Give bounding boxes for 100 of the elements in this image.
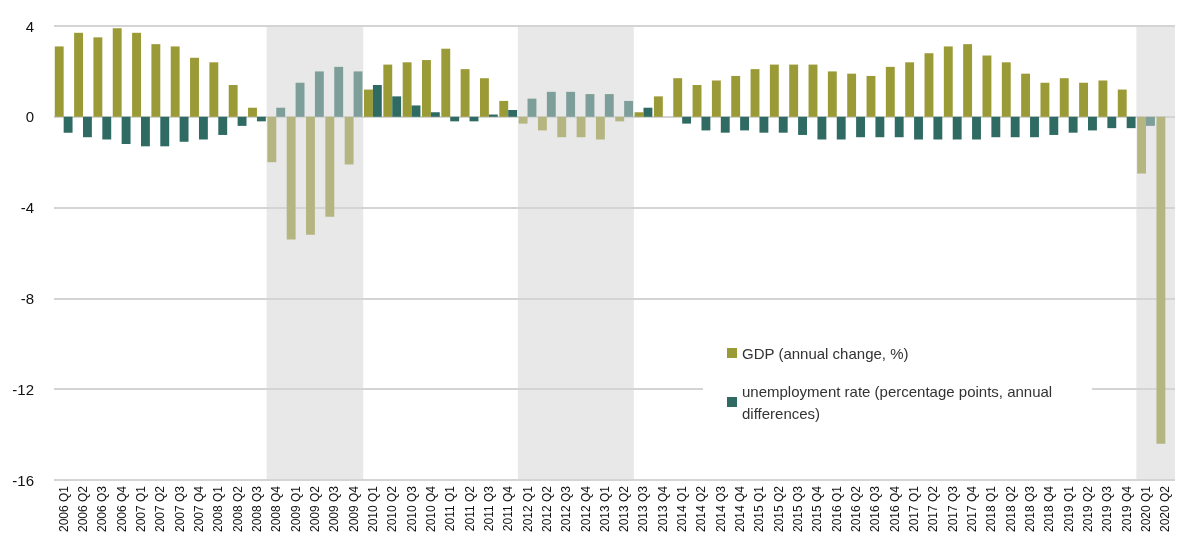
bar bbox=[170, 46, 180, 117]
bar bbox=[179, 116, 189, 142]
x-tick-label: 2006 Q4 bbox=[114, 485, 129, 533]
bar bbox=[276, 107, 286, 117]
y-tick-label: -4 bbox=[20, 199, 34, 217]
bar bbox=[847, 73, 857, 117]
x-tick-label: 2016 Q3 bbox=[868, 485, 883, 533]
bar bbox=[209, 62, 219, 117]
bar bbox=[411, 105, 421, 117]
bar bbox=[778, 116, 788, 133]
bar bbox=[798, 116, 807, 135]
x-tick-label: 2009 Q4 bbox=[346, 485, 361, 533]
x-tick-label: 2017 Q4 bbox=[965, 485, 980, 533]
bar bbox=[566, 91, 576, 117]
x-tick-label: 2011 Q1 bbox=[443, 485, 458, 532]
bar bbox=[267, 116, 277, 163]
x-tick-label: 2010 Q2 bbox=[385, 485, 400, 533]
bar bbox=[1040, 82, 1050, 117]
bar bbox=[237, 116, 247, 126]
bar bbox=[808, 64, 818, 117]
x-tick-label: 2006 Q3 bbox=[95, 485, 110, 533]
legend-label: unemployment rate (percentage points, annual differences) bbox=[742, 382, 1057, 422]
bar bbox=[314, 71, 324, 117]
x-tick-label: 2014 Q2 bbox=[694, 485, 709, 533]
bar bbox=[93, 37, 103, 117]
bar bbox=[353, 71, 363, 117]
y-tick-label: 4 bbox=[25, 17, 34, 35]
bar bbox=[102, 116, 112, 140]
bar bbox=[546, 91, 556, 117]
bar bbox=[731, 75, 741, 117]
bar bbox=[537, 116, 547, 131]
bar bbox=[151, 44, 161, 117]
bar bbox=[295, 82, 305, 117]
x-tick-label: 2010 Q1 bbox=[365, 485, 380, 533]
x-tick-label: 2015 Q2 bbox=[771, 485, 786, 533]
x-tick-label: 2013 Q4 bbox=[655, 485, 670, 533]
bar bbox=[653, 96, 663, 117]
bar bbox=[1117, 89, 1127, 117]
x-tick-label: 2018 Q2 bbox=[1003, 485, 1018, 533]
bar bbox=[228, 85, 238, 117]
bar bbox=[1049, 116, 1059, 135]
x-tick-label: 2016 Q1 bbox=[829, 485, 844, 533]
bar bbox=[430, 112, 440, 117]
x-tick-label: 2010 Q3 bbox=[404, 485, 419, 533]
x-tick-label: 2014 Q4 bbox=[733, 485, 748, 533]
bar bbox=[286, 116, 296, 240]
bar bbox=[82, 116, 92, 138]
y-tick-label: -8 bbox=[20, 289, 34, 307]
x-tick-label: 2007 Q2 bbox=[153, 485, 168, 533]
bar bbox=[1146, 116, 1155, 126]
bar bbox=[615, 116, 625, 122]
x-tick-label: 2012 Q3 bbox=[559, 485, 574, 533]
bar bbox=[933, 116, 943, 140]
bar bbox=[383, 64, 393, 117]
bar bbox=[1126, 116, 1136, 129]
bar bbox=[54, 46, 64, 117]
x-tick-label: 2019 Q3 bbox=[1100, 485, 1115, 533]
bar bbox=[1001, 62, 1011, 117]
bar bbox=[508, 109, 518, 117]
bar bbox=[894, 116, 904, 138]
bar bbox=[905, 62, 915, 117]
bar bbox=[488, 114, 498, 117]
x-tick-label: 2009 Q1 bbox=[288, 485, 303, 533]
x-tick-label: 2007 Q3 bbox=[172, 485, 187, 533]
x-tick-label: 2015 Q4 bbox=[810, 485, 825, 533]
bar bbox=[518, 116, 528, 124]
bar bbox=[140, 116, 150, 147]
x-tick-label: 2013 Q3 bbox=[636, 485, 651, 533]
bar bbox=[634, 112, 644, 117]
bar bbox=[1137, 116, 1147, 174]
bar bbox=[924, 53, 934, 117]
bar bbox=[750, 69, 760, 117]
bar bbox=[856, 116, 865, 138]
bar bbox=[450, 116, 460, 122]
bar bbox=[1079, 82, 1089, 117]
bar bbox=[643, 107, 653, 117]
bar bbox=[325, 116, 335, 217]
x-tick-label: 2011 Q4 bbox=[501, 485, 516, 532]
bar bbox=[991, 116, 1001, 138]
x-tick-label: 2015 Q1 bbox=[752, 485, 767, 533]
bar bbox=[576, 116, 586, 138]
x-tick-label: 2013 Q1 bbox=[597, 485, 612, 533]
y-tick-label: 0 bbox=[25, 108, 34, 126]
bar bbox=[1030, 116, 1039, 138]
x-tick-label: 2017 Q1 bbox=[907, 485, 922, 533]
x-tick-label: 2007 Q4 bbox=[191, 485, 206, 533]
x-tick-label: 2017 Q3 bbox=[945, 485, 960, 533]
bar bbox=[460, 69, 470, 117]
bar bbox=[372, 85, 382, 117]
bar bbox=[836, 116, 846, 140]
bar bbox=[1059, 78, 1069, 117]
x-tick-label: 2012 Q2 bbox=[539, 485, 554, 533]
x-tick-label: 2018 Q4 bbox=[1042, 485, 1057, 533]
bar bbox=[769, 64, 779, 117]
bar bbox=[248, 107, 257, 117]
bar bbox=[585, 94, 595, 117]
bar bbox=[711, 80, 721, 117]
legend-label: GDP (annual change, %) bbox=[742, 344, 909, 362]
bar bbox=[720, 116, 730, 133]
bar bbox=[972, 116, 981, 140]
